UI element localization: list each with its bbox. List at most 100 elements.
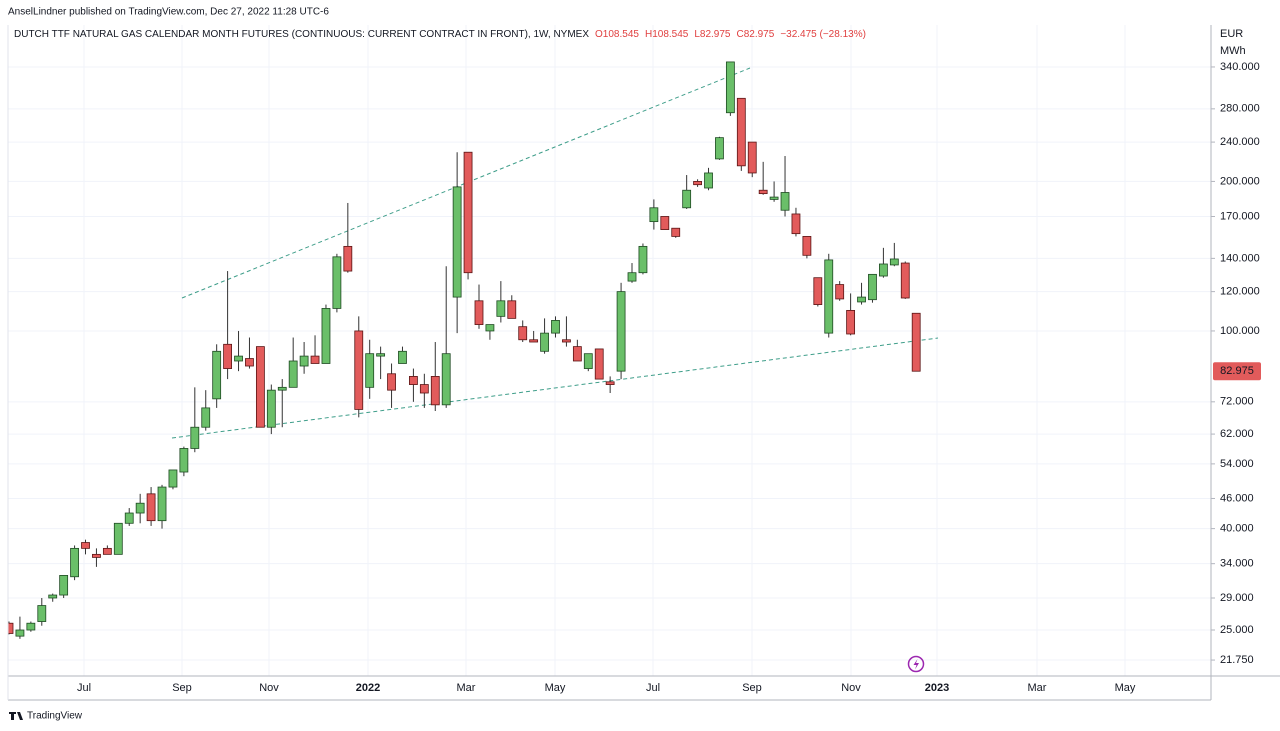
candle xyxy=(168,469,178,490)
candle xyxy=(813,277,823,307)
legend: DUTCH TTF NATURAL GAS CALENDAR MONTH FUT… xyxy=(14,29,866,40)
candle-body xyxy=(452,186,462,298)
candle xyxy=(365,339,375,399)
candle-body xyxy=(846,309,856,335)
byline: AnselLindner published on TradingView.co… xyxy=(8,7,329,18)
candle-body xyxy=(485,324,495,332)
candle xyxy=(81,539,90,555)
candle xyxy=(649,199,659,230)
x-tick-label: Mar xyxy=(1028,682,1047,694)
candle-body xyxy=(299,355,309,367)
candle-body xyxy=(605,381,615,385)
candle-body xyxy=(540,332,549,352)
candle xyxy=(540,318,549,354)
candle-body xyxy=(266,389,276,428)
candle xyxy=(627,263,637,283)
candle-body xyxy=(113,522,123,555)
candle-body xyxy=(168,469,178,488)
candle xyxy=(212,344,222,408)
candle xyxy=(179,446,189,477)
candle-body xyxy=(179,448,189,473)
last-price-label: 82.975 xyxy=(1220,365,1254,377)
candle-body xyxy=(288,360,298,388)
candle xyxy=(48,593,58,602)
candle-body xyxy=(26,622,36,631)
candle-body xyxy=(8,622,14,634)
candle-body xyxy=(900,262,910,299)
candle xyxy=(332,253,342,313)
candle xyxy=(310,335,320,364)
flash-bolt xyxy=(913,659,919,670)
last-price-box xyxy=(1213,362,1261,381)
y-tick-label: 62.000 xyxy=(1220,428,1254,440)
y-tick-label: 240.000 xyxy=(1220,136,1260,148)
candle xyxy=(518,320,528,343)
candle xyxy=(15,616,25,639)
candle xyxy=(288,337,298,388)
y-tick-label: 100.000 xyxy=(1220,325,1260,337)
candle xyxy=(474,284,484,329)
candle-body xyxy=(736,97,746,167)
x-tick-label: 2023 xyxy=(925,682,949,694)
y-tick-label: 21.750 xyxy=(1220,654,1254,666)
candle xyxy=(846,293,856,336)
candle-body xyxy=(376,353,386,357)
candle-body xyxy=(769,196,779,200)
candle xyxy=(321,304,331,364)
candle-body xyxy=(583,353,593,369)
candle xyxy=(430,342,440,412)
candle-body xyxy=(551,320,560,334)
candle xyxy=(725,61,735,116)
candle-body xyxy=(430,376,440,406)
candle xyxy=(671,227,681,238)
y-tick-label: 200.000 xyxy=(1220,175,1260,187)
candle xyxy=(387,363,396,408)
candle-body xyxy=(802,236,812,256)
candle xyxy=(758,161,768,195)
candle-body xyxy=(562,339,571,343)
candle xyxy=(868,273,877,303)
candle xyxy=(135,493,145,524)
y-tick-label: 34.000 xyxy=(1220,558,1254,570)
candle-body xyxy=(332,256,342,309)
candle-body xyxy=(627,272,637,282)
candle xyxy=(638,243,648,275)
candle xyxy=(223,271,233,380)
candle xyxy=(255,346,265,428)
candle-body xyxy=(868,273,877,301)
candle xyxy=(660,216,670,230)
y-tick-label: 280.000 xyxy=(1220,103,1260,115)
candle-body xyxy=(879,263,888,277)
candle-body xyxy=(365,353,375,388)
ohlc-value: H108.545 xyxy=(645,29,689,40)
x-tick-label: Jul xyxy=(646,682,660,694)
grid xyxy=(8,25,1211,676)
candle-body xyxy=(594,348,604,380)
candle-body xyxy=(813,277,823,305)
brand: TradingView xyxy=(27,711,83,722)
footer-logo: TradingView xyxy=(9,711,83,722)
candle-body xyxy=(398,350,407,364)
candle xyxy=(682,175,692,210)
candle xyxy=(299,342,309,374)
candle-body xyxy=(911,312,921,372)
candles xyxy=(8,61,921,639)
candle xyxy=(572,339,582,362)
candle-body xyxy=(354,330,364,410)
y-tick-label: 120.000 xyxy=(1220,286,1260,298)
candle xyxy=(92,548,101,567)
candle xyxy=(343,202,353,273)
flash-icon[interactable] xyxy=(907,655,925,673)
candle-body xyxy=(223,343,233,369)
candle-body xyxy=(70,547,79,578)
candle-body xyxy=(419,384,429,394)
candle-body xyxy=(277,386,287,391)
candle-body xyxy=(474,300,484,325)
candle-body xyxy=(409,376,418,385)
candle xyxy=(37,597,47,626)
candle xyxy=(8,621,14,635)
candle xyxy=(693,179,702,187)
x-tick-label: Jul xyxy=(77,682,91,694)
trend-lines xyxy=(171,67,939,439)
candle xyxy=(102,545,112,555)
